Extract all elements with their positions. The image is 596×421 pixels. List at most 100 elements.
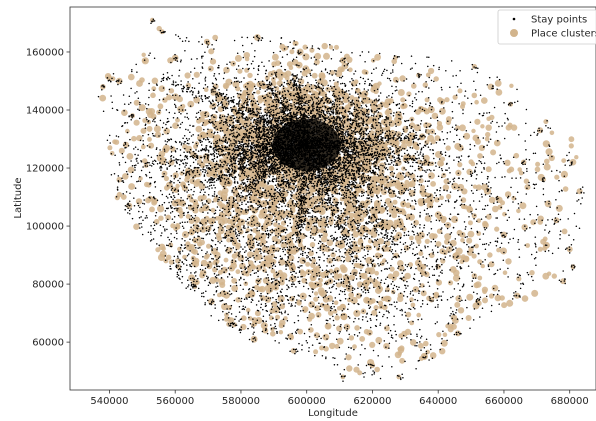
stay-point [200,169,202,171]
place-cluster-point [429,233,436,240]
stay-point [401,308,403,311]
place-cluster-point [264,75,270,81]
stay-point [277,169,279,172]
stay-point [334,127,337,130]
stay-point [518,218,521,220]
place-cluster-point [313,332,320,339]
place-cluster-point [185,167,192,174]
place-cluster-point [151,77,159,85]
stay-point [358,83,361,85]
stay-point [238,116,241,118]
stay-point [391,96,393,99]
stay-point [318,87,321,89]
stay-point [352,218,355,221]
stay-point [226,308,228,310]
stay-point [310,83,312,86]
place-cluster-point [422,82,428,88]
place-cluster-point [537,246,543,252]
stay-point [375,232,378,234]
stay-point [309,231,312,233]
place-cluster-point [279,319,286,327]
stay-point [362,256,364,259]
place-cluster-point [263,201,268,206]
stay-point [454,238,457,240]
stay-point [379,174,382,176]
stay-point [190,281,193,284]
place-cluster-point [320,79,328,87]
place-cluster-point [136,80,143,87]
stay-point [280,311,283,313]
stay-point [353,348,355,351]
stay-point [277,122,279,124]
stay-point [186,197,189,200]
place-cluster-point [247,72,253,79]
stay-point [357,229,359,231]
stay-point [279,263,281,266]
stay-point [432,296,434,299]
stay-point [568,151,570,154]
stay-point [299,81,301,84]
stay-point [534,236,537,238]
stay-point [304,299,306,301]
stay-point [383,313,385,316]
place-cluster-point [544,158,550,165]
place-cluster-point [419,184,426,190]
stay-point [266,274,269,276]
stay-point [222,319,224,321]
place-cluster-point [146,125,153,132]
stay-point [458,297,460,300]
place-cluster-point [158,150,166,158]
stay-point [242,288,244,291]
stay-point [350,144,352,146]
stay-point [361,107,363,109]
stay-point [357,222,359,224]
stay-point [165,195,168,198]
place-cluster-point [401,210,407,216]
stay-point [551,218,554,221]
place-cluster-point [440,339,448,347]
place-cluster-point [504,191,512,198]
place-cluster-point [534,166,541,173]
stay-point [282,194,284,197]
place-cluster-point [267,71,274,77]
stay-point [396,308,398,310]
stay-point [380,158,383,160]
stay-point [286,82,288,85]
stay-point [469,121,472,124]
place-cluster-point [217,227,225,235]
stay-point [274,322,276,325]
stay-point [313,93,315,95]
stay-point [312,194,315,196]
stay-point [204,76,207,79]
stay-point [256,319,259,321]
place-cluster-point [311,258,317,263]
stay-point [348,145,351,147]
place-cluster-point [128,183,136,190]
place-cluster-point [530,219,537,226]
stay-point [259,86,261,89]
stay-point [274,184,277,187]
place-cluster-point [223,316,229,322]
stay-point [404,264,407,266]
stay-point [258,242,260,245]
stay-point [315,272,318,275]
stay-point [412,231,415,233]
place-cluster-point [529,270,535,276]
place-cluster-point [545,148,553,156]
stay-point [185,37,188,39]
stay-point [321,119,323,121]
place-cluster-point [234,54,242,62]
place-cluster-point [235,297,241,303]
stay-point [314,222,316,224]
stay-point [313,107,315,110]
place-cluster-point [468,159,474,165]
stay-point [469,143,471,146]
stay-point [420,335,423,338]
stay-point [134,187,137,189]
stay-point [215,152,218,155]
stay-point [175,227,177,229]
stay-point [250,187,252,190]
stay-point [320,98,323,100]
stay-point [300,71,302,73]
place-cluster-point [398,333,404,339]
